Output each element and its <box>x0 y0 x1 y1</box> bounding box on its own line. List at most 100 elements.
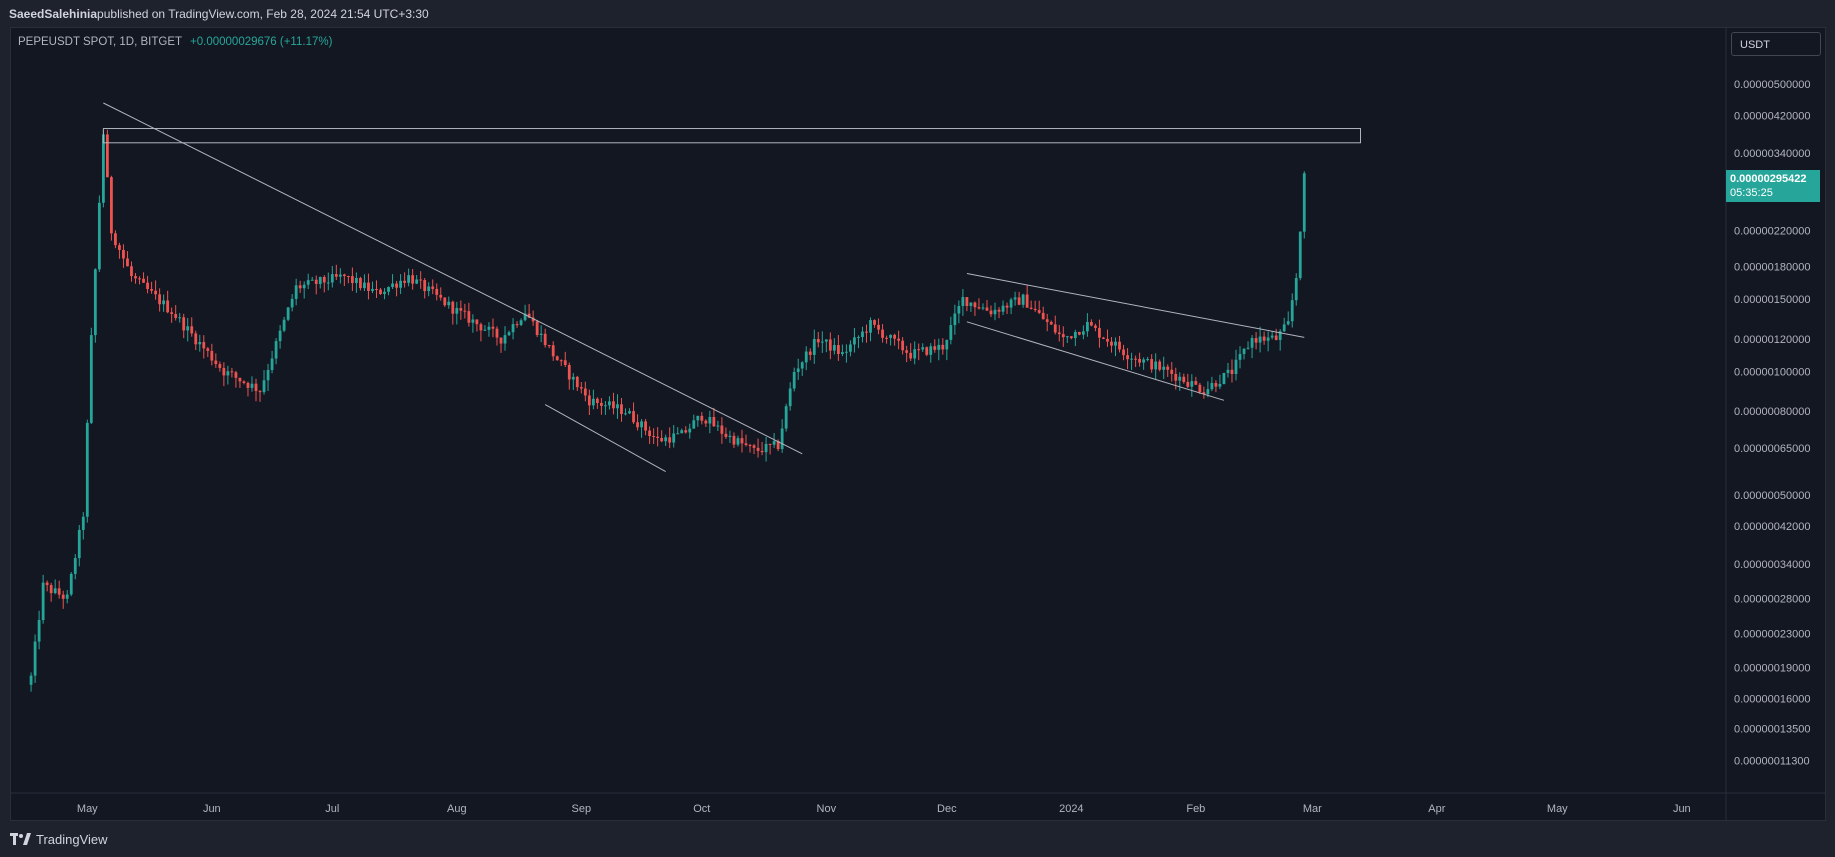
candle-down <box>1057 332 1061 335</box>
candle-down <box>114 233 117 246</box>
candle-down <box>1029 307 1033 309</box>
candle-down <box>881 329 884 338</box>
price-tick-label: 0.00000023000 <box>1734 629 1810 641</box>
candle-down <box>499 337 503 344</box>
candle-down <box>905 350 909 353</box>
candle-up <box>961 297 965 307</box>
candle-up <box>37 620 41 642</box>
candle-up <box>788 388 792 407</box>
candle-down <box>776 441 780 450</box>
candle-up <box>77 529 81 559</box>
candle-down <box>997 309 1001 312</box>
candle-up <box>85 422 89 517</box>
candle-down <box>1274 335 1278 340</box>
candle-up <box>949 325 953 340</box>
candle-down <box>909 352 913 359</box>
candle-down <box>652 436 656 438</box>
candle-down <box>367 282 370 291</box>
candle-down <box>158 294 162 305</box>
candle-up <box>250 383 254 388</box>
candle-up <box>162 300 166 305</box>
candle-down <box>1118 341 1121 350</box>
author-name[interactable]: SaeedSalehinia <box>9 6 98 21</box>
candle-up <box>383 291 386 295</box>
chart-pane[interactable] <box>10 27 1826 821</box>
trendline <box>544 404 666 473</box>
candle-up <box>29 675 33 685</box>
candle-down <box>1049 321 1053 325</box>
candle-up <box>993 309 997 315</box>
candle-up <box>1282 324 1286 332</box>
candle-up <box>692 420 696 429</box>
candle-up <box>981 307 985 309</box>
candle-down <box>587 395 591 406</box>
candle-down <box>230 371 234 373</box>
candle-up <box>953 313 957 326</box>
candle-down <box>118 245 121 250</box>
candle-up <box>608 401 611 406</box>
candle-down <box>122 249 125 259</box>
candles-layer <box>29 129 1306 692</box>
candle-up <box>101 134 105 203</box>
price-axis: 0.00000500000 0.00000420000 0.00000340000 0… <box>1734 79 1810 767</box>
candle-down <box>206 348 210 351</box>
tradingview-logo[interactable]: TradingView <box>10 832 108 847</box>
candle-down <box>443 297 447 306</box>
candle-up <box>69 573 73 595</box>
candle-up <box>1258 336 1262 343</box>
candle-down <box>756 447 760 451</box>
candle-down <box>459 308 463 311</box>
candle-down <box>439 294 443 298</box>
candle-up <box>198 342 202 345</box>
candle-down <box>1106 338 1109 342</box>
candle-down <box>543 333 547 346</box>
candle-up <box>913 349 917 359</box>
candle-up <box>266 370 270 381</box>
time-tick-label: Nov <box>817 803 837 815</box>
price-tick-label: 0.00000065000 <box>1734 443 1810 455</box>
candle-up <box>1081 331 1085 335</box>
candle-down <box>1134 358 1137 360</box>
candle-down <box>350 276 354 284</box>
candle-up <box>792 371 796 389</box>
candle-up <box>736 438 740 445</box>
candle-up <box>672 433 676 443</box>
candle-down <box>1158 361 1162 370</box>
candle-up <box>447 301 451 306</box>
time-tick-label: May <box>77 803 98 815</box>
candle-down <box>463 310 467 312</box>
currency-button[interactable]: USDT <box>1731 32 1821 56</box>
candle-down <box>258 391 262 393</box>
candle-down <box>1194 381 1198 385</box>
price-tick-label: 0.00000420000 <box>1734 110 1810 122</box>
candle-down <box>222 368 226 376</box>
candle-up <box>1302 173 1306 232</box>
tradingview-logo-icon <box>10 833 31 845</box>
candle-down <box>49 585 53 594</box>
candle-down <box>1069 336 1073 339</box>
candle-up <box>399 280 402 288</box>
candle-down <box>142 278 145 283</box>
price-tick-label: 0.00000120000 <box>1734 334 1810 346</box>
candle-down <box>620 404 623 414</box>
candle-down <box>836 345 840 354</box>
candle-up <box>282 319 286 331</box>
candle-down <box>57 588 61 595</box>
symbol-title[interactable]: PEPEUSDT SPOT, 1D, BITGET <box>18 36 183 48</box>
time-tick-label: Jun <box>1673 803 1691 815</box>
candle-up <box>1266 337 1270 341</box>
candle-down <box>1138 358 1142 363</box>
candle-down <box>479 324 483 331</box>
last-price: 0.00000295422 <box>1730 173 1807 185</box>
candle-up <box>604 405 607 407</box>
candle-up <box>624 413 627 415</box>
candle-up <box>455 308 459 314</box>
candle-up <box>1073 331 1077 339</box>
candle-down <box>419 279 423 281</box>
candle-down <box>1170 369 1174 374</box>
candle-down <box>1186 381 1190 387</box>
candle-up <box>326 282 330 284</box>
last-price-tag: 0.00000295422 05:35:25 <box>1726 170 1820 202</box>
candle-down <box>535 321 539 335</box>
